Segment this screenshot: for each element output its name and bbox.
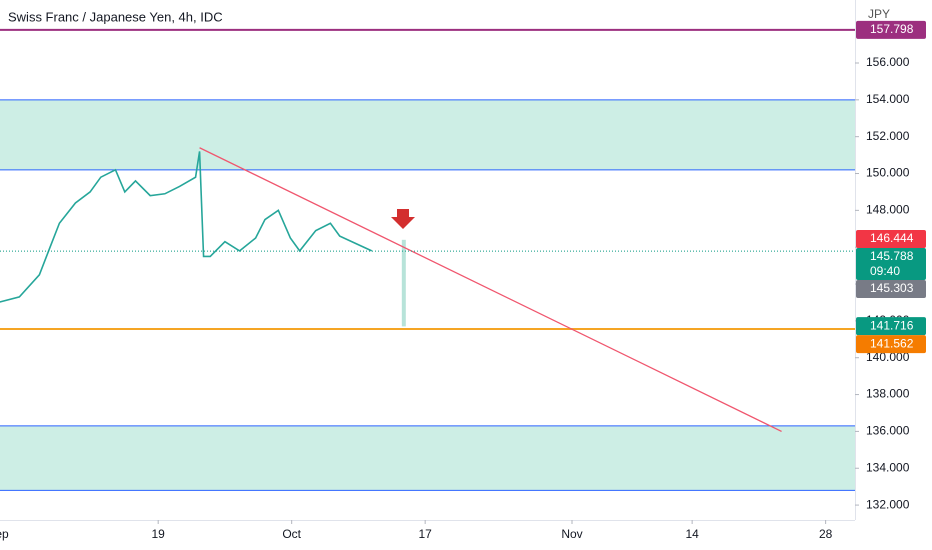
y-tick-label: 156.000 [866, 55, 910, 69]
y-tick-label: 152.000 [866, 129, 910, 143]
y-tick-label: 150.000 [866, 166, 910, 180]
price-tag [856, 248, 926, 281]
x-tick-label: 19 [152, 527, 166, 541]
y-tick-label: 138.000 [866, 387, 910, 401]
x-tick-label: 17 [418, 527, 432, 541]
x-tick-label: 14 [685, 527, 699, 541]
x-tick-label: Nov [561, 527, 582, 541]
trend-line [199, 147, 782, 432]
price-tag-label: 145.788 [870, 249, 914, 263]
currency-label: JPY [868, 7, 890, 21]
plot-area [0, 28, 855, 491]
y-tick-label: 134.000 [866, 460, 910, 474]
price-tag [856, 230, 926, 249]
x-tick-label: Oct [282, 527, 301, 541]
x-tick-label: 28 [819, 527, 833, 541]
y-tick-label: 132.000 [866, 497, 910, 511]
chart-title: Swiss Franc / Japanese Yen, 4h, IDC [8, 9, 223, 24]
price-tag-label: 157.798 [870, 22, 914, 36]
price-line [0, 151, 373, 303]
price-tag-label: 141.562 [870, 336, 914, 350]
price-tag-label: 145.303 [870, 281, 914, 295]
zone [0, 425, 855, 491]
y-tick-label: 148.000 [866, 203, 910, 217]
price-tag [856, 317, 926, 336]
y-tick-label: 140.000 [866, 350, 910, 364]
signal-arrow [391, 209, 415, 229]
y-tick-label: 136.000 [866, 424, 910, 438]
x-tick-label: Sep [0, 527, 9, 541]
price-tag [856, 335, 926, 354]
projection-bar [401, 239, 406, 327]
price-tag [856, 280, 926, 299]
price-tag-label: 141.716 [870, 318, 914, 332]
y-tick-label: 154.000 [866, 92, 910, 106]
zone [0, 99, 855, 170]
price-tag-label: 146.444 [870, 231, 914, 245]
countdown-label: 09:40 [870, 264, 900, 278]
price-tag [856, 20, 926, 39]
